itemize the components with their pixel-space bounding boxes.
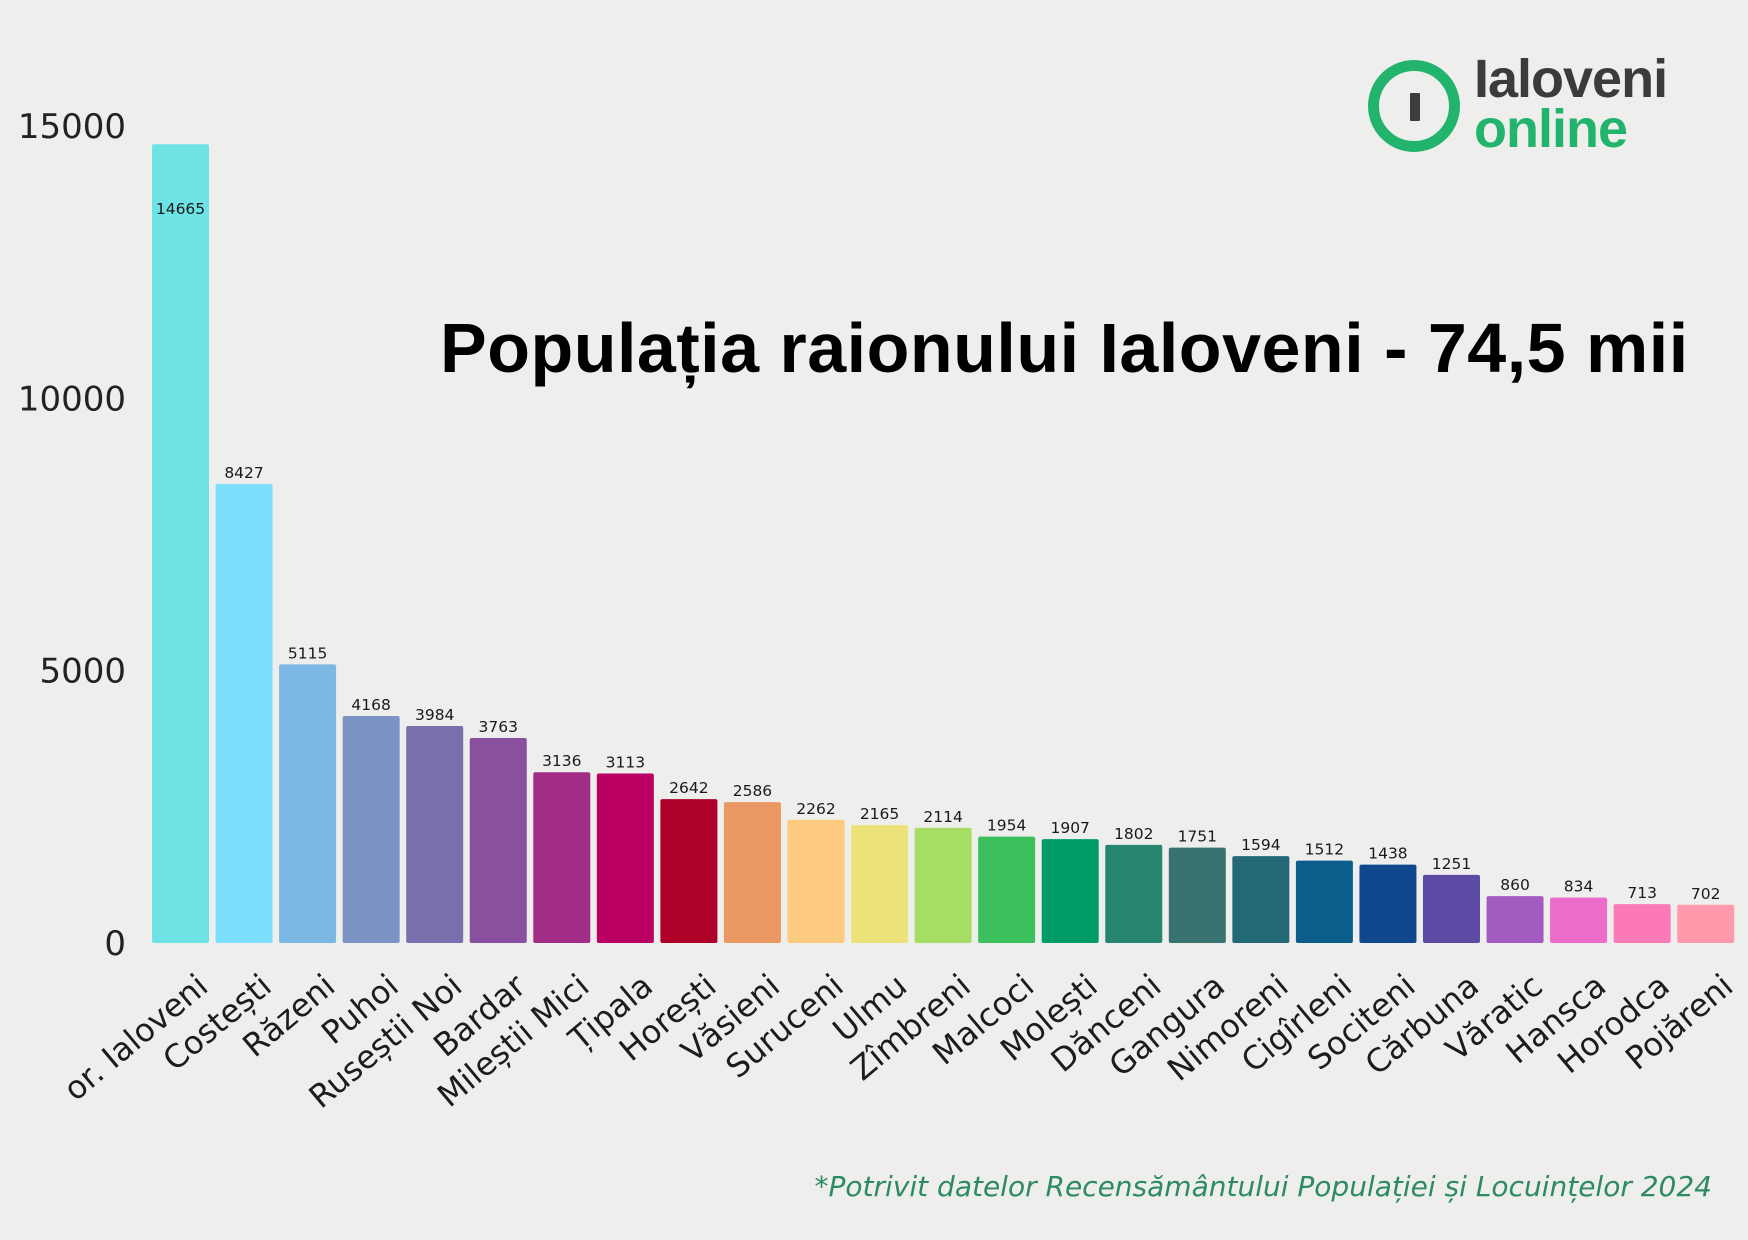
bar-value-label: 5115 [288, 644, 327, 662]
bar-value-label: 8427 [224, 464, 263, 482]
y-axis: 0 5000 10000 15000 [18, 107, 126, 964]
x-axis-labels: or. IaloveniCosteștiRăzeniPuhoiRuseștii … [56, 966, 1740, 1116]
bar-value-label: 1954 [987, 817, 1026, 835]
bar [1168, 847, 1226, 943]
bar-value-label: 3763 [479, 718, 518, 736]
bars [152, 144, 1735, 943]
bar-value-label: 3984 [415, 706, 454, 724]
y-tick-label: 5000 [39, 652, 126, 692]
bar [596, 773, 654, 943]
logo-word-ialoveni: Ialoveni [1474, 49, 1668, 109]
bar [1677, 904, 1735, 943]
bar-value-label: 1251 [1432, 855, 1471, 873]
bar-value-label: 2165 [860, 805, 899, 823]
data-labels: 14665 8427 5115 4168 3984 3763 3136 3113 2642 258… [156, 200, 1721, 903]
bar-value-label: 2114 [923, 808, 962, 826]
bar [1486, 896, 1544, 943]
logo-word-online: online [1474, 99, 1628, 159]
bar-value-label: 1512 [1305, 841, 1344, 859]
bar [469, 738, 527, 943]
bar [851, 825, 909, 943]
bar-value-label: 3113 [606, 753, 645, 771]
bar-value-label: 860 [1500, 876, 1530, 894]
bar [787, 819, 845, 943]
bar-value-label: 702 [1691, 885, 1721, 903]
bar [1295, 860, 1353, 943]
bar-value-label: 4168 [351, 696, 390, 714]
bar-value-label: 1751 [1178, 828, 1217, 846]
bar [406, 726, 464, 943]
bar [1105, 844, 1163, 943]
bar-value-label: 834 [1564, 878, 1594, 896]
bar-value-label: 2586 [733, 782, 772, 800]
bar-value-label: 713 [1627, 884, 1657, 902]
bar [723, 802, 781, 943]
logo-bar-icon [1410, 93, 1420, 121]
bar [1232, 856, 1290, 943]
footnote: *Potrivit datelor Recensământului Popula… [814, 1170, 1712, 1203]
y-tick-label: 10000 [18, 379, 126, 419]
bar [152, 144, 209, 943]
bar-value-label: 3136 [542, 752, 581, 770]
bar [660, 799, 718, 943]
bar [215, 484, 273, 943]
bar-value-label: 1438 [1368, 845, 1407, 863]
logo-ring-icon [1368, 60, 1460, 152]
bar [342, 715, 400, 943]
bar [1423, 874, 1480, 943]
logo: Ialoveni online [1368, 49, 1708, 159]
bar-value-label: 14665 [156, 200, 205, 218]
bar-value-label: 1802 [1114, 825, 1153, 843]
y-tick-label: 15000 [18, 107, 126, 147]
bar [1613, 904, 1671, 943]
bar [1359, 864, 1417, 943]
bar [279, 664, 337, 943]
bar [533, 772, 591, 943]
bar [1550, 897, 1608, 943]
y-tick-label: 0 [104, 924, 126, 964]
bar [978, 836, 1036, 943]
chart-title: Populația raionului Ialoveni - 74,5 mii [440, 309, 1689, 387]
bar [914, 827, 972, 943]
bar-value-label: 2262 [796, 800, 835, 818]
bar-value-label: 1594 [1241, 836, 1280, 854]
bar [1041, 839, 1099, 943]
bar-value-label: 1907 [1050, 819, 1089, 837]
bar-value-label: 2642 [669, 779, 708, 797]
